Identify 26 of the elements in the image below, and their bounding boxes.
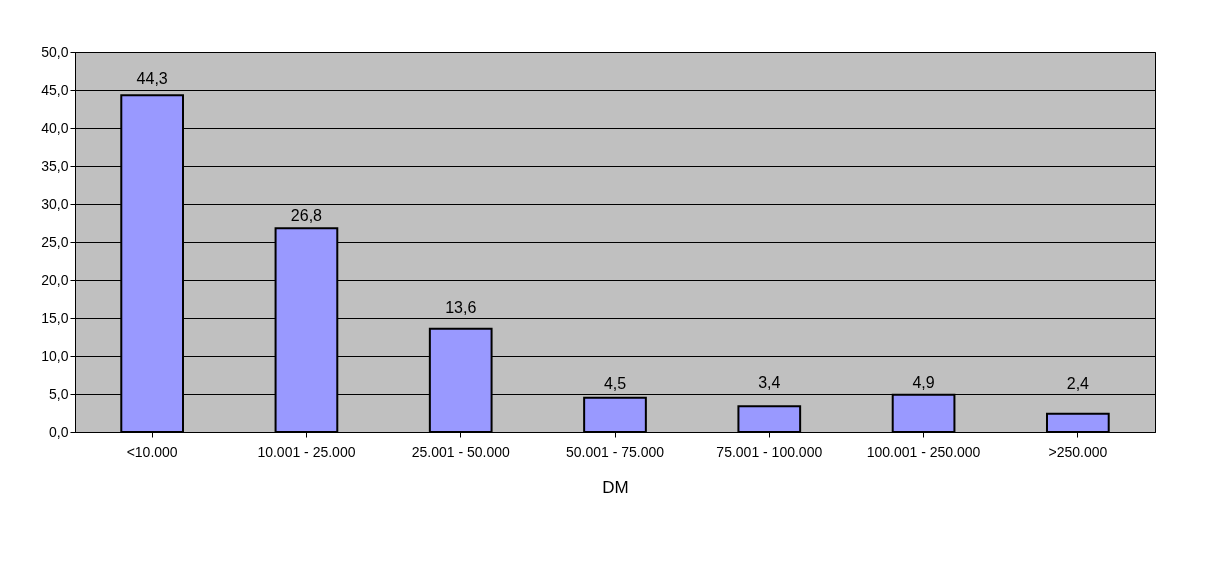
x-tick-label: >250.000 bbox=[1048, 443, 1108, 460]
y-tick-label: 40,0 bbox=[41, 119, 69, 136]
y-tick-label: 45,0 bbox=[41, 81, 69, 98]
x-axis-title: DM bbox=[602, 477, 629, 497]
y-tick-label: 50,0 bbox=[41, 43, 69, 60]
y-tick-label: 30,0 bbox=[41, 195, 69, 212]
data-label: 26,8 bbox=[290, 207, 323, 225]
x-tick-label: <10.000 bbox=[126, 443, 178, 460]
data-label: 4,9 bbox=[912, 373, 935, 391]
data-label: 3,4 bbox=[758, 374, 781, 392]
y-tick-label: 5,0 bbox=[49, 385, 69, 402]
x-tick-label: 50.001 - 75.000 bbox=[565, 443, 665, 460]
data-label: 4,5 bbox=[603, 374, 627, 392]
y-tick-label: 0,0 bbox=[49, 423, 69, 440]
y-tick-label: 15,0 bbox=[41, 309, 69, 326]
y-tick-label: 25,0 bbox=[41, 233, 69, 250]
data-label: 2,4 bbox=[1066, 374, 1090, 392]
x-tick-label: 100.001 - 250.000 bbox=[866, 443, 981, 460]
x-tick-label: 25.001 - 50.000 bbox=[411, 443, 510, 460]
data-label: 13,6 bbox=[445, 298, 477, 316]
y-tick-label: 20,0 bbox=[41, 271, 69, 288]
y-tick-label: 10,0 bbox=[41, 347, 69, 364]
y-tick-label: 35,0 bbox=[41, 157, 69, 174]
x-tick-label: 75.001 - 100.000 bbox=[716, 443, 823, 460]
data-label: 44,3 bbox=[136, 70, 168, 88]
x-tick-label: 10.001 - 25.000 bbox=[257, 443, 356, 460]
